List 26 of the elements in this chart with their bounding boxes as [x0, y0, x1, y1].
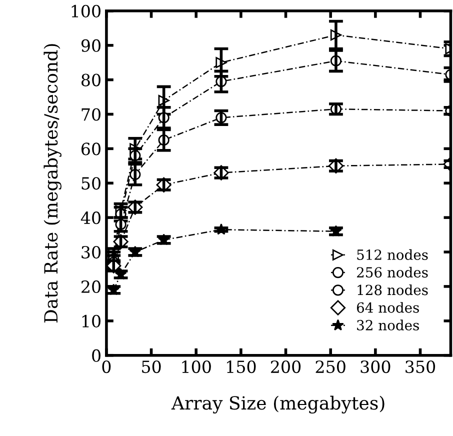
y-tick-label: 10	[82, 314, 100, 328]
x-axis-title: Array Size (megabytes)	[171, 396, 384, 414]
y-tick-label: 30	[82, 246, 100, 259]
y-tick-label: 0	[92, 349, 100, 362]
legend-label: 512 nodes	[357, 249, 428, 260]
y-tick-label: 70	[82, 108, 100, 121]
legend-label: 128 nodes	[358, 284, 428, 296]
x-tick-label: 50	[142, 360, 161, 374]
x-tick-label: 0	[102, 360, 111, 374]
y-tick-label: 90	[81, 39, 100, 52]
y-tick-label: 80	[82, 74, 100, 86]
y-tick-label: 40	[80, 212, 100, 224]
legend-label: 64 nodes	[356, 302, 419, 313]
legend-label: 32 nodes	[357, 320, 419, 330]
y-tick-label: 20	[82, 280, 100, 294]
legend-label: 256 nodes	[356, 266, 428, 278]
y-tick-label: 50	[82, 177, 100, 190]
x-tick-label: 350	[406, 360, 436, 374]
x-tick-label: 300	[360, 360, 390, 374]
x-tick-label: 250	[316, 360, 346, 374]
y-tick-label: 60	[82, 142, 100, 156]
y-tick-label: 100	[72, 4, 100, 18]
x-tick-label: 150	[227, 360, 256, 374]
x-tick-label: 200	[270, 360, 301, 374]
x-tick-label: 100	[182, 360, 211, 374]
y-axis-title: Data Rate (megabytes/second)	[44, 44, 62, 323]
